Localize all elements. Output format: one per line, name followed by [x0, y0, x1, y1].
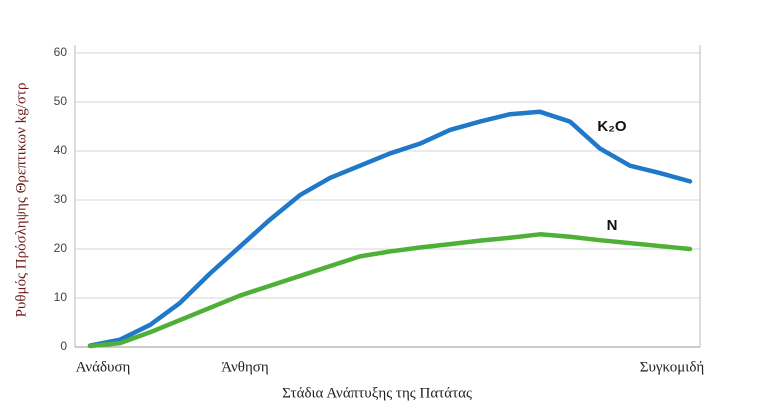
y-tick-label: 10 [54, 290, 68, 304]
y-tick-label: 20 [54, 241, 68, 255]
series-label: K₂O [597, 118, 626, 135]
y-tick-label: 40 [54, 143, 68, 157]
x-tick-label: Ανάδυση [76, 359, 131, 375]
x-tick-label: Άνθηση [221, 359, 269, 375]
y-tick-label: 60 [54, 45, 68, 59]
x-axis-title: Στάδια Ανάπτυξης της Πατάτας [282, 385, 472, 401]
y-tick-label: 30 [54, 192, 68, 206]
line-series [87, 109, 693, 348]
y-axis-title: Ρυθμός Πρόσληψης Θρεπτικων kg/στρ [13, 83, 29, 318]
y-tick-label: 50 [54, 94, 68, 108]
series-label: N [607, 217, 618, 234]
x-tick-label: Συγκομιδή [640, 359, 705, 375]
y-tick-label: 0 [60, 339, 67, 353]
line-series [87, 232, 693, 349]
